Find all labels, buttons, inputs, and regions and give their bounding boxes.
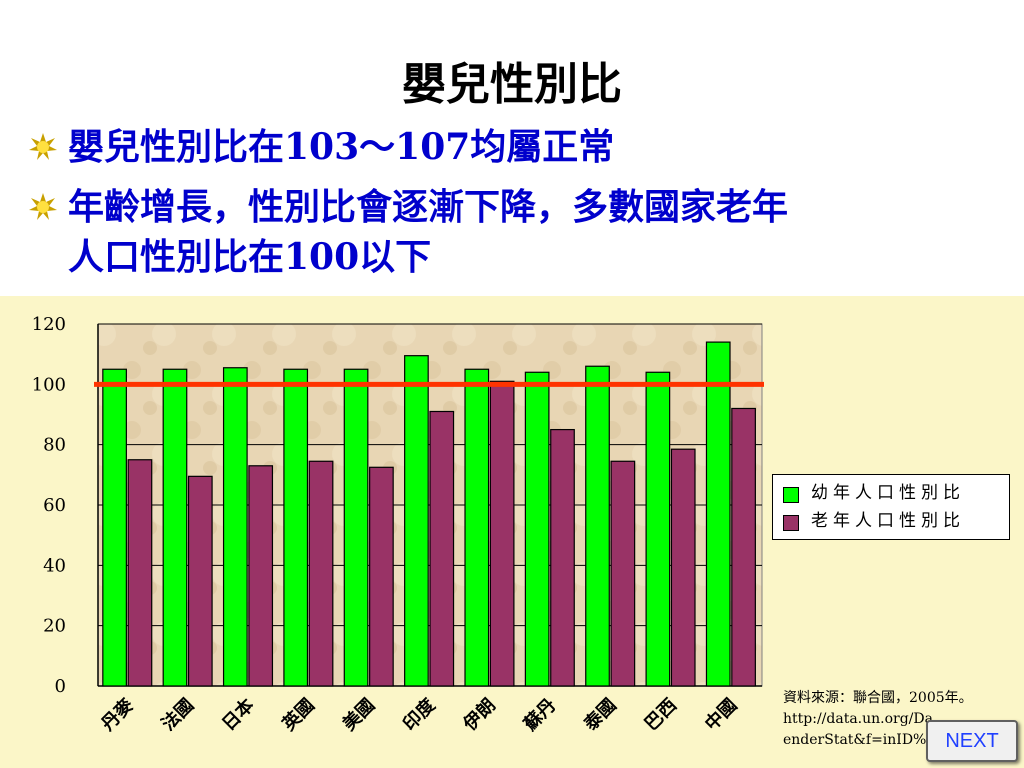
bullet-text-2-continued: 人口性別比在100以下 [68, 236, 432, 278]
legend-item-young: 幼年人口性別比 [783, 480, 1003, 506]
x-tick-label: 丹麥 [97, 693, 139, 735]
y-tick-label: 60 [43, 495, 66, 516]
x-tick-label: 巴西 [641, 695, 681, 735]
slide-title: 嬰兒性別比 [402, 59, 622, 110]
x-tick-label: 印度 [399, 693, 441, 735]
bullet-item-2: 年齡增長，性別比會逐漸下降，多數國家老年 人口性別比在100以下 [28, 182, 1008, 282]
bar-old-1 [127, 459, 153, 687]
legend-swatch-young [783, 487, 799, 503]
x-tick-label: 英國 [277, 694, 319, 736]
source-line-2: http://data.un.org/Da [783, 711, 933, 727]
bar-old-4 [308, 460, 334, 687]
bar-chart: 0 20 40 60 80 100 120 丹麥 法國 日本 英國 美國 印度 伊朗 蘇丹 泰國 巴西 中國 [32, 314, 764, 736]
chart-legend: 幼年人口性別比 老年人口性別比 [772, 474, 1010, 540]
bar-young-9 [585, 365, 610, 687]
bar-young-7 [464, 368, 490, 687]
bar-young-6 [404, 355, 429, 687]
bar-old-2 [187, 475, 213, 687]
next-button[interactable]: NEXT [926, 720, 1018, 762]
bar-old-7 [489, 380, 515, 687]
legend-label-old: 老年人口性別比 [811, 511, 965, 531]
bar-old-11 [731, 407, 756, 687]
x-tick-label: 中國 [700, 694, 741, 735]
bullet-text-1: 嬰兒性別比在103～107均屬正常 [68, 126, 615, 168]
x-tick-label: 泰國 [579, 694, 621, 736]
y-tick-label: 40 [43, 555, 66, 576]
bar-young-4 [283, 368, 309, 687]
y-tick-label: 100 [32, 374, 66, 395]
legend-item-old: 老年人口性別比 [783, 508, 1003, 534]
bar-young-10 [645, 371, 671, 687]
y-tick-label: 80 [43, 435, 66, 456]
y-tick-label: 0 [55, 676, 66, 697]
bar-old-6 [429, 410, 455, 687]
x-tick-label: 美國 [338, 694, 379, 735]
bar-young-5 [343, 368, 369, 687]
x-tick-label: 蘇丹 [519, 694, 561, 736]
source-line-3: enderStat&f=inID%3 [783, 732, 936, 748]
x-tick-label: 伊朗 [458, 694, 500, 736]
sun-bullet-icon [29, 193, 57, 220]
bar-young-2 [162, 368, 188, 687]
bar-old-3 [248, 465, 274, 687]
bar-old-9 [610, 460, 636, 687]
bar-young-1 [102, 368, 127, 687]
bar-old-5 [369, 466, 394, 687]
bar-old-8 [550, 428, 575, 687]
bar-young-8 [524, 371, 550, 687]
legend-swatch-old [783, 515, 799, 531]
y-tick-label: 20 [43, 616, 66, 637]
source-note: 資料來源：聯合國，2005年。 http://data.un.org/Da en… [783, 688, 1013, 751]
source-line-1: 資料來源：聯合國，2005年。 [783, 690, 973, 706]
bullet-list: 嬰兒性別比在103～107均屬正常 年齡增長，性別比會逐漸下降，多數國家老年 人… [28, 122, 1008, 292]
bar-young-11 [705, 341, 731, 687]
bar-young-3 [222, 367, 248, 687]
y-tick-label: 120 [32, 314, 66, 335]
x-tick-label: 日本 [217, 694, 258, 735]
legend-label-young: 幼年人口性別比 [811, 483, 965, 503]
bullet-text-2: 年齡增長，性別比會逐漸下降，多數國家老年 [68, 186, 789, 228]
bullet-item-1: 嬰兒性別比在103～107均屬正常 [28, 122, 1008, 172]
x-tick-label: 法國 [157, 694, 198, 735]
sun-bullet-icon [29, 133, 57, 160]
bar-old-10 [670, 448, 696, 687]
